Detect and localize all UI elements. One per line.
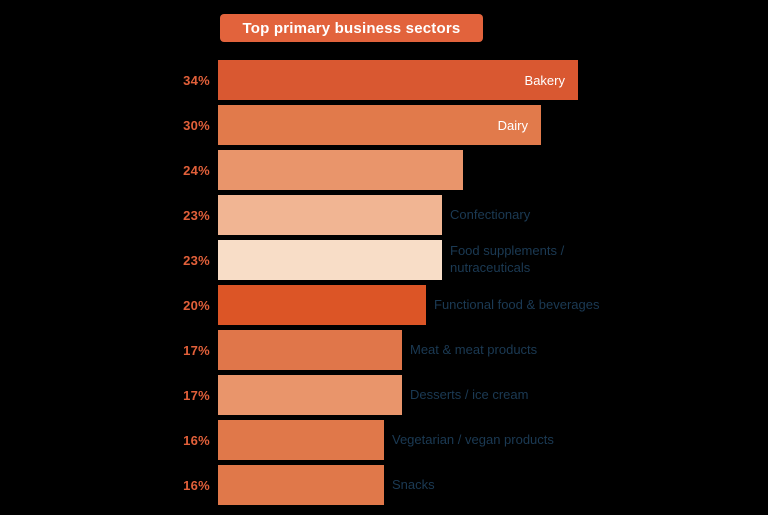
bar-value-label: 23% — [183, 207, 210, 223]
bar-row: 23% Confectionary — [0, 195, 768, 235]
bar-label: Desserts / ice cream — [410, 386, 529, 402]
bar-row: 24% — [0, 150, 768, 190]
bar — [218, 330, 402, 370]
bar-value-label: 24% — [183, 162, 210, 178]
bar — [218, 465, 384, 505]
bar — [218, 420, 384, 460]
bar — [218, 285, 426, 325]
bar-row: 17% Meat & meat products — [0, 330, 768, 370]
bar-label: Meat & meat products — [410, 341, 538, 357]
bar-label: Vegetarian / vegan products — [392, 431, 554, 447]
bar — [218, 195, 442, 235]
bar-value-label: 30% — [183, 117, 210, 133]
bar-row: 16% Snacks — [0, 465, 768, 505]
bar-row: 20% Functional food & beverages — [0, 285, 768, 325]
bar-value-label: 16% — [183, 477, 210, 493]
bar-label: Bakery — [524, 72, 565, 88]
bar-row: 34% Bakery — [0, 60, 768, 100]
bar-row: 23% Food supplements / nutraceuticals — [0, 240, 768, 280]
chart-title: Top primary business sectors — [242, 19, 461, 37]
bar-label: Dairy — [497, 117, 528, 133]
bar-value-label: 23% — [183, 252, 210, 268]
bar-label: Confectionary — [450, 206, 531, 222]
bar — [218, 150, 463, 190]
bar-value-label: 34% — [183, 72, 210, 88]
bar-row: 17% Desserts / ice cream — [0, 375, 768, 415]
bar — [218, 375, 402, 415]
bar-row: 16% Vegetarian / vegan products — [0, 420, 768, 460]
bar-label: Food supplements / nutraceuticals — [450, 243, 565, 275]
bar-value-label: 17% — [183, 342, 210, 358]
bar-value-label: 17% — [183, 387, 210, 403]
chart-title-badge: Top primary business sectors — [220, 14, 483, 42]
bar: Bakery — [218, 60, 578, 100]
bar-rows: 34% Bakery 30% Dairy 24% 23% Confectionary 23% F… — [0, 60, 768, 505]
bar-value-label: 20% — [183, 297, 210, 313]
bar-label: Functional food & beverages — [434, 296, 600, 312]
bar-row: 30% Dairy — [0, 105, 768, 145]
bar-value-label: 16% — [183, 432, 210, 448]
bar-label: Snacks — [392, 476, 435, 492]
bar: Dairy — [218, 105, 541, 145]
bar — [218, 240, 442, 280]
